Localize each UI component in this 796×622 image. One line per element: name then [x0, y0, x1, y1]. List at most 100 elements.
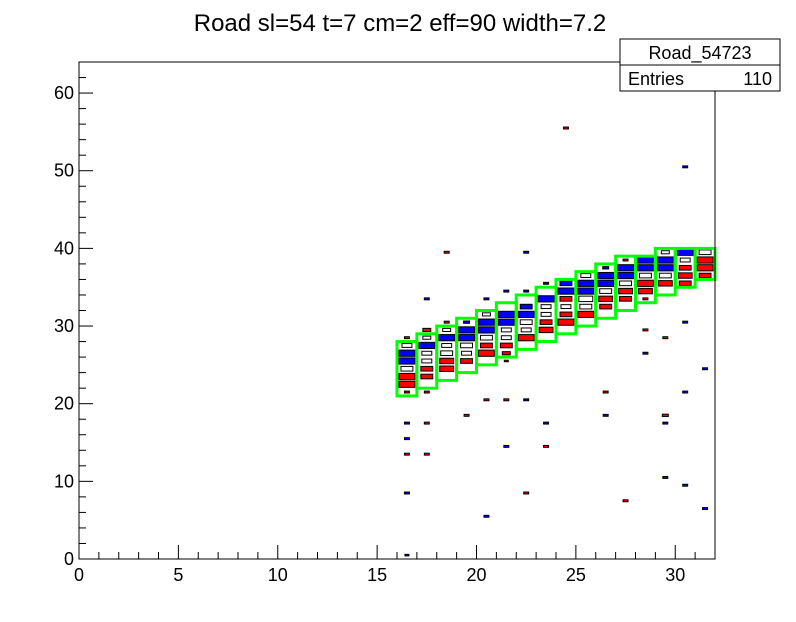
heatmap-cell [479, 334, 493, 341]
heatmap-cell [618, 287, 634, 295]
heatmap-cell [423, 421, 430, 425]
heatmap-cell [499, 342, 513, 349]
heatmap-cell [398, 349, 416, 357]
x-tick-label: 30 [665, 565, 685, 585]
heatmap-cell [503, 289, 510, 293]
heatmap-cell [559, 280, 573, 287]
heatmap-cell [619, 296, 633, 302]
heatmap-cell [497, 318, 515, 326]
stats-name: Road_54723 [648, 43, 751, 64]
heatmap-cell [617, 271, 635, 280]
heatmap-cell [523, 289, 530, 293]
y-axis: 0 10 20 30 40 50 60 [54, 61, 93, 569]
heatmap-cell [682, 165, 689, 169]
heatmap-cell [540, 311, 552, 317]
heatmap-cell [559, 311, 573, 318]
x-tick-label: 5 [173, 565, 183, 585]
heatmap-cell [602, 266, 610, 270]
y-tick-label: 0 [64, 549, 74, 569]
heatmap-cell [400, 365, 414, 372]
heatmap-cell [420, 365, 434, 372]
heatmap-cell [619, 280, 633, 287]
heatmap-cell [642, 297, 649, 301]
heatmap-cell [658, 272, 672, 279]
heatmap-cell [463, 320, 471, 324]
road-layer [395, 246, 717, 398]
heatmap-cell [679, 257, 691, 263]
x-tick-label: 0 [74, 565, 84, 585]
heatmap-cell [540, 304, 552, 310]
heatmap-cell [682, 390, 689, 394]
heatmap-cell [443, 320, 450, 324]
heatmap-cell [422, 335, 432, 340]
heatmap-cell [562, 126, 569, 130]
y-tick-label: 60 [54, 83, 74, 103]
heatmap-cell [443, 250, 450, 254]
heatmap-cell [559, 296, 573, 302]
heatmap-cell [696, 264, 714, 272]
heatmap-cell [501, 351, 511, 356]
heatmap-cell [418, 341, 436, 350]
y-tick-label: 50 [54, 161, 74, 181]
heatmap-cell [537, 295, 555, 303]
x-axis: 0 5 10 15 20 25 30 [74, 545, 716, 585]
heatmap-cell [479, 342, 493, 349]
heatmap-cell [696, 256, 714, 264]
heatmap-cell [403, 390, 410, 394]
heatmap-cell [519, 303, 533, 310]
heatmap-cell [617, 264, 635, 272]
heatmap-cell [438, 334, 456, 342]
heatmap-cell [543, 444, 550, 448]
y-tick-label: 40 [54, 238, 74, 258]
heatmap-cell [398, 357, 416, 365]
heatmap-cell [602, 390, 609, 394]
heatmap-cell [577, 287, 595, 295]
heatmap-cell [483, 297, 490, 301]
heatmap-cell [403, 452, 410, 456]
heatmap-cell [662, 336, 669, 340]
heatmap-cell [657, 280, 673, 287]
heatmap-cell [642, 328, 649, 332]
heatmap-cell [461, 350, 473, 356]
x-tick-label: 10 [268, 565, 288, 585]
heatmap-cell [403, 336, 410, 340]
heatmap-cell [439, 365, 455, 372]
cells-layer [398, 126, 714, 557]
heatmap-cell [517, 334, 535, 342]
heatmap-cell [676, 248, 694, 256]
heatmap-cell [538, 326, 554, 334]
heatmap-cell [636, 279, 654, 287]
heatmap-cell [477, 349, 495, 357]
x-tick-label: 15 [367, 565, 387, 585]
heatmap-cell [580, 273, 592, 278]
heatmap-cell [503, 444, 510, 448]
heatmap-cell [460, 342, 474, 349]
heatmap-cell [423, 390, 430, 394]
heatmap-cell [682, 483, 689, 487]
heatmap-cell [477, 318, 495, 326]
heatmap-cell [463, 413, 470, 417]
heatmap-cell [523, 398, 530, 402]
heatmap-cell [597, 279, 615, 287]
heatmap-cell [662, 421, 669, 425]
heatmap-cell [702, 367, 709, 371]
heatmap-cell [636, 264, 654, 272]
heatmap-cell [698, 249, 712, 256]
heatmap-cell [483, 398, 490, 402]
heatmap-cell [598, 295, 614, 303]
heatmap-cell [662, 475, 669, 479]
heatmap-cell [637, 287, 653, 295]
heatmap-cell [539, 319, 553, 325]
y-tick-label: 20 [54, 394, 74, 414]
heatmap-cell [702, 507, 709, 510]
heatmap-cell [503, 359, 509, 363]
y-tick-label: 10 [54, 471, 74, 491]
chart-title: Road sl=54 t=7 cm=2 eff=90 width=7.2 [194, 10, 607, 37]
y-tick-label: 30 [54, 316, 74, 336]
heatmap-cell [403, 437, 410, 441]
heatmap-cell [656, 264, 674, 272]
heatmap-cell [622, 258, 629, 262]
heatmap-cell [656, 256, 674, 264]
heatmap-cell [560, 304, 572, 310]
